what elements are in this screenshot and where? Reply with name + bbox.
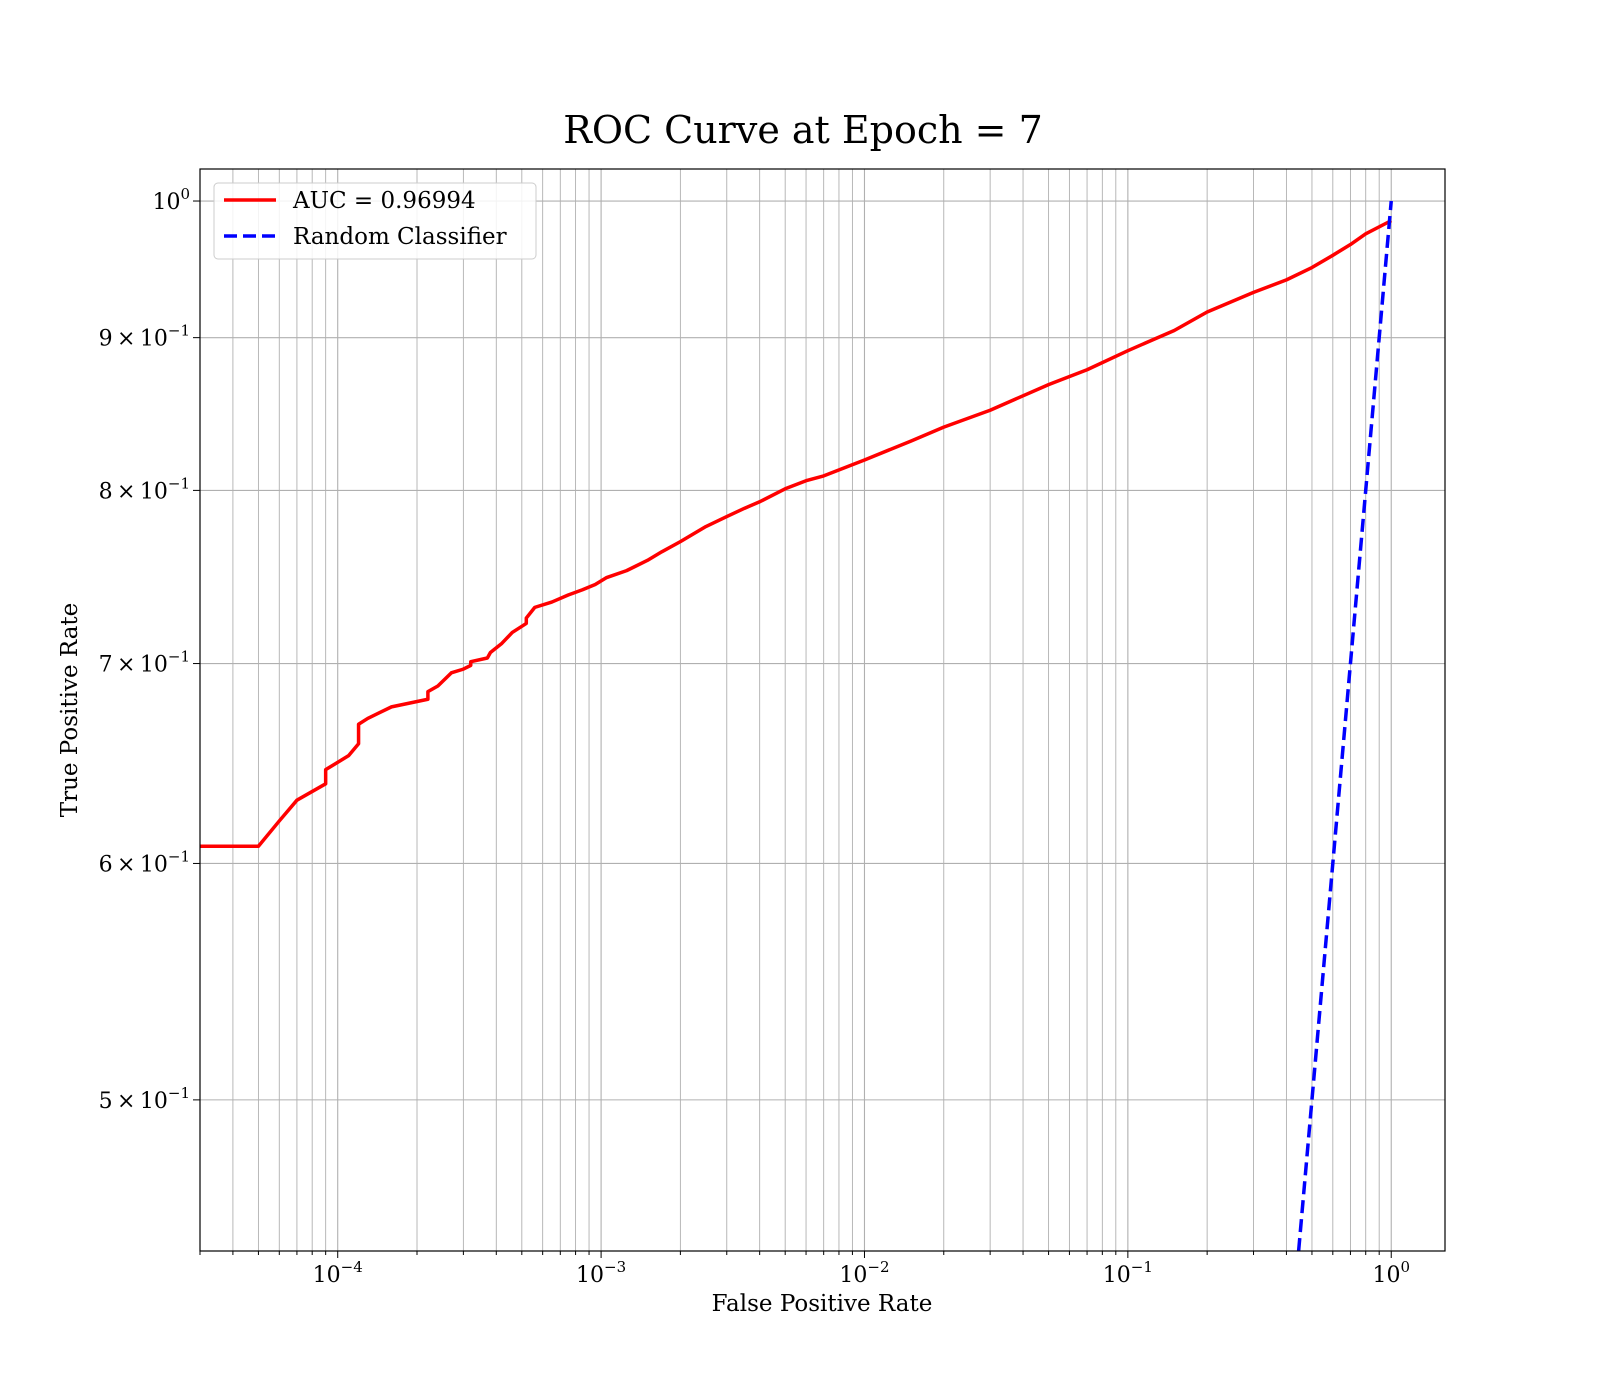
x-tick-label: 10−4 bbox=[313, 1258, 363, 1288]
legend-label-random: Random Classifier bbox=[293, 224, 507, 250]
y-tick-label: 5 × 10−1 bbox=[99, 1084, 190, 1114]
x-axis-label: False Positive Rate bbox=[712, 1291, 933, 1317]
y-tick-label: 6 × 10−1 bbox=[99, 847, 190, 877]
chart-title: ROC Curve at Epoch = 7 bbox=[563, 108, 1043, 152]
legend-label-auc: AUC = 0.96994 bbox=[292, 188, 476, 214]
x-tick-label: 100 bbox=[1372, 1258, 1410, 1288]
y-tick-label: 8 × 10−1 bbox=[99, 474, 190, 504]
roc-curve-line bbox=[200, 219, 1393, 849]
x-tick-label: 10−1 bbox=[1103, 1258, 1153, 1288]
random-classifier-line bbox=[1296, 200, 1393, 1251]
y-tick-label: 7 × 10−1 bbox=[99, 648, 190, 678]
axis-ticks bbox=[193, 200, 1392, 1258]
x-tick-label: 10−3 bbox=[576, 1258, 626, 1288]
legend-box bbox=[213, 182, 537, 260]
legend: AUC = 0.96994 Random Classifier bbox=[213, 182, 537, 260]
tick-labels: 10−4 10−3 10−2 10−1 100 100 9 × 10−1 8 × 10−1 7 … bbox=[99, 185, 1410, 1288]
x-tick-label: 10−2 bbox=[839, 1258, 889, 1288]
plot-frame bbox=[199, 168, 1446, 1252]
y-axis-label: True Positive Rate bbox=[57, 603, 83, 818]
y-tick-label: 9 × 10−1 bbox=[99, 322, 190, 352]
grid-lines bbox=[199, 169, 1445, 1251]
plot-background bbox=[200, 169, 1445, 1251]
y-tick-label: 100 bbox=[152, 185, 190, 215]
series-layer bbox=[200, 200, 1393, 1251]
